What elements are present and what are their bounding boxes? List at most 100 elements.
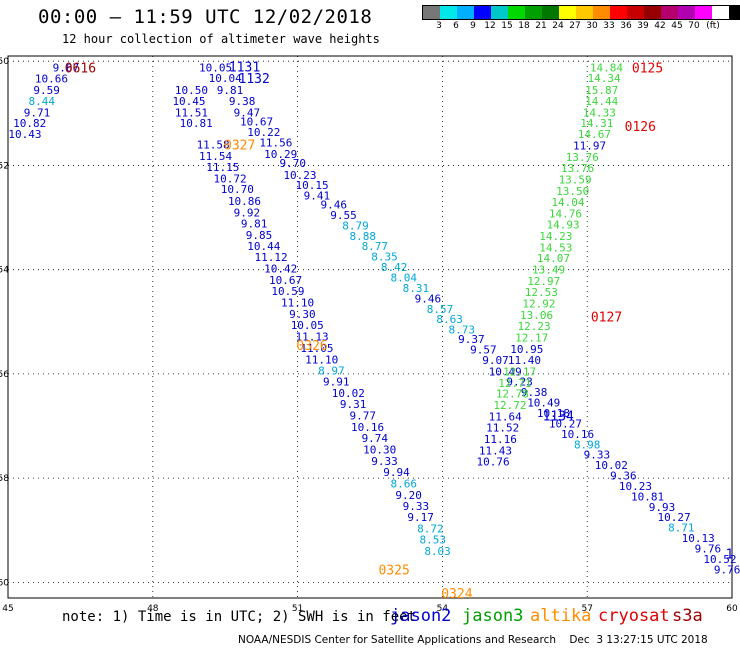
swh-value: 8.63 (436, 313, 463, 326)
swh-value: 9.57 (470, 343, 497, 356)
swh-value: 9.77 (350, 410, 377, 423)
swh-value: 10.27 (549, 417, 582, 430)
colorbar-swatch (644, 6, 661, 19)
swh-value: 13.59 (559, 174, 592, 187)
colorbar-tick: 30 (586, 21, 598, 31)
colorbar-swatch (491, 6, 508, 19)
swh-value: 8.57 (427, 303, 454, 316)
lon-tick-label: 48 (147, 604, 159, 614)
swh-value: 12.72 (493, 399, 526, 412)
lat-tick-label: -50 (0, 57, 9, 67)
swh-value: 9.71 (24, 106, 51, 119)
swh-value: 8.88 (350, 230, 377, 243)
swh-value: 14.76 (549, 207, 582, 220)
colorbar-labels: 3 6 9 12 15 18 21 24 27 30 33 36 39 42 45 70 (ft) (422, 21, 740, 35)
swh-value: 13.50 (556, 185, 589, 198)
swh-value: 14.23 (539, 230, 572, 243)
pass-time-label: 0326 (296, 339, 327, 354)
pass-time-label: 0127 (591, 311, 622, 326)
swh-value: 9.36 (610, 470, 637, 483)
colorbar-swatch (593, 6, 610, 19)
swh-value: 10.76 (477, 455, 510, 468)
swh-value: 12.17 (515, 331, 548, 344)
lon-tick-label: 57 (581, 604, 592, 614)
swh-value: 13.06 (520, 309, 553, 322)
swh-value: 11.56 (259, 137, 292, 150)
swh-value: 11.54 (199, 150, 232, 163)
swh-value: 10.49 (527, 397, 560, 410)
colorbar-swatch (457, 6, 474, 19)
swh-value: 9.94 (383, 466, 410, 479)
swh-value: 11.10 (281, 297, 314, 310)
swh-value: 10.16 (351, 421, 384, 434)
swh-value: 9.76 (695, 542, 722, 555)
legend-cryosat: cryosat (598, 606, 670, 626)
lat-tick-label: -60 (0, 578, 9, 588)
swh-value: 11.05 (300, 342, 333, 355)
pass-time-label: 1134 (543, 410, 574, 425)
lon-tick-label: 54 (437, 604, 449, 614)
swh-value: 11.43 (479, 445, 512, 458)
swh-value: 8.77 (362, 240, 389, 253)
swh-value: 8.73 (448, 324, 475, 337)
swh-value: 13.76 (561, 162, 594, 175)
colorbar-tick: 39 (637, 21, 649, 31)
swh-value: 9.20 (395, 489, 422, 502)
swh-value: 10.43 (8, 128, 41, 141)
swh-value: 14.33 (583, 106, 616, 119)
colorbar-swatch (661, 6, 678, 19)
colorbar-swatch (678, 6, 695, 19)
colorbar-tick: 9 (470, 21, 476, 31)
colorbar-tick: 18 (518, 21, 530, 31)
swh-value: 10.82 (13, 117, 46, 130)
lon-tick-label: 60 (726, 604, 738, 614)
swh-value: 9.33 (371, 455, 398, 468)
swh-value: 10.27 (658, 511, 691, 524)
colorbar-swatch (423, 6, 440, 19)
swh-value: 11.13 (296, 330, 329, 343)
colorbar-swatch (508, 6, 525, 19)
swh-value: 12.17 (503, 365, 536, 378)
map-frame (7, 55, 733, 599)
colorbar-tick: 27 (569, 21, 581, 31)
swh-value: 10.23 (283, 169, 316, 182)
pass-time-label: 0327 (224, 139, 255, 154)
swh-value: 10.72 (213, 172, 246, 185)
swh-value: 9.33 (403, 500, 430, 513)
swh-value: 9.93 (649, 501, 676, 514)
swh-value: 9.81 (217, 84, 244, 97)
colorbar-swatch (559, 6, 576, 19)
swh-value: 8.42 (381, 261, 408, 274)
swh-value: 12.78 (496, 388, 529, 401)
swh-value: 10.86 (228, 195, 261, 208)
colorbar-tick: 21 (535, 21, 547, 31)
swh-value: 14.07 (537, 252, 570, 265)
swh-value: 12.23 (518, 320, 551, 333)
swh-value: 14.44 (585, 95, 618, 108)
lat-tick-label: -58 (0, 474, 9, 484)
swh-value: 10.18 (537, 407, 570, 420)
pass-time-label: 0126 (625, 120, 656, 135)
colorbar-tick: 70 (688, 21, 700, 31)
swh-value: 10.70 (221, 183, 254, 196)
colorbar-swatch (627, 6, 644, 19)
pass-time-label: 1131 (229, 60, 260, 75)
pass-time-label: 0616 (65, 61, 96, 76)
swh-value: 10.52 (703, 553, 736, 566)
swh-value: 10.81 (180, 117, 213, 130)
swh-value: 10.05 (199, 61, 232, 74)
lat-tick-label: -52 (0, 161, 9, 171)
swh-value: 9.91 (323, 376, 350, 389)
colorbar-swatch (542, 6, 559, 19)
colorbar-tick: 33 (603, 21, 615, 31)
swh-value: 8.04 (391, 271, 418, 284)
colorbar-tick: 12 (484, 21, 496, 31)
swh-value: 14.93 (547, 218, 580, 231)
swh-value: 10.81 (631, 490, 664, 503)
swh-value: 9.38 (521, 386, 548, 399)
colorbar-swatch (440, 6, 457, 19)
swh-value: 10.59 (271, 285, 304, 298)
pass-time-label: 0125 (632, 61, 663, 76)
map-title: 00:00 – 11:59 UTC 12/02/2018 (38, 6, 373, 28)
lat-tick-label: -54 (0, 266, 9, 276)
